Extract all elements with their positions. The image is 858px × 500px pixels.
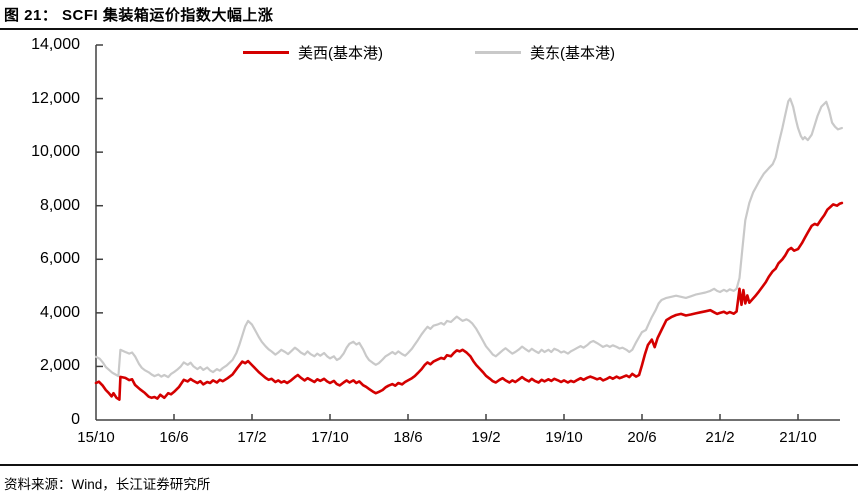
x-tick-label: 21/2: [705, 429, 735, 446]
figure-title-bar: 图 21： SCFI 集装箱运价指数大幅上涨: [0, 0, 858, 30]
x-tick-label: 19/2: [471, 429, 501, 446]
legend-item-us-west: 美西(基本港): [243, 42, 383, 63]
chart-canvas: [94, 44, 844, 421]
y-tick-label: 6,000: [39, 250, 80, 268]
x-tick-label: 15/10: [77, 429, 115, 446]
chart-legend: 美西(基本港) 美东(基本港): [0, 42, 858, 63]
x-tick-label: 17/2: [237, 429, 267, 446]
y-tick-label: 2,000: [39, 357, 80, 375]
x-tick-label: 20/6: [627, 429, 657, 446]
x-tick-label: 21/10: [779, 429, 817, 446]
x-tick-label: 16/6: [159, 429, 189, 446]
source-note: 资料来源：Wind，长江证券研究所: [4, 477, 211, 492]
legend-label-us-east: 美东(基本港): [530, 45, 615, 62]
x-tick-label: 18/6: [393, 429, 423, 446]
source-note-bar: 资料来源：Wind，长江证券研究所: [0, 464, 858, 500]
legend-swatch-us-west: [243, 51, 289, 54]
series-line-us-east-base-ports: [94, 97, 844, 379]
legend-item-us-east: 美东(基本港): [475, 42, 615, 63]
scfi-line-chart: 美西(基本港) 美东(基本港) 14,000 12,000 10,000 8,000 6…: [0, 30, 858, 464]
y-tick-label: 8,000: [39, 196, 80, 214]
x-tick-label: 17/10: [311, 429, 349, 446]
figure-title: 图 21： SCFI 集装箱运价指数大幅上涨: [4, 7, 274, 24]
y-tick-label: 0: [71, 411, 80, 428]
y-tick-label: 4,000: [39, 303, 80, 321]
legend-label-us-west: 美西(基本港): [298, 45, 383, 62]
legend-swatch-us-east: [475, 51, 521, 54]
series-line-us-west-base-ports: [94, 201, 844, 401]
y-tick-label: 14,000: [31, 36, 80, 53]
x-tick-label: 19/10: [545, 429, 583, 446]
y-tick-label: 10,000: [31, 143, 80, 161]
y-tick-label: 12,000: [31, 89, 80, 107]
